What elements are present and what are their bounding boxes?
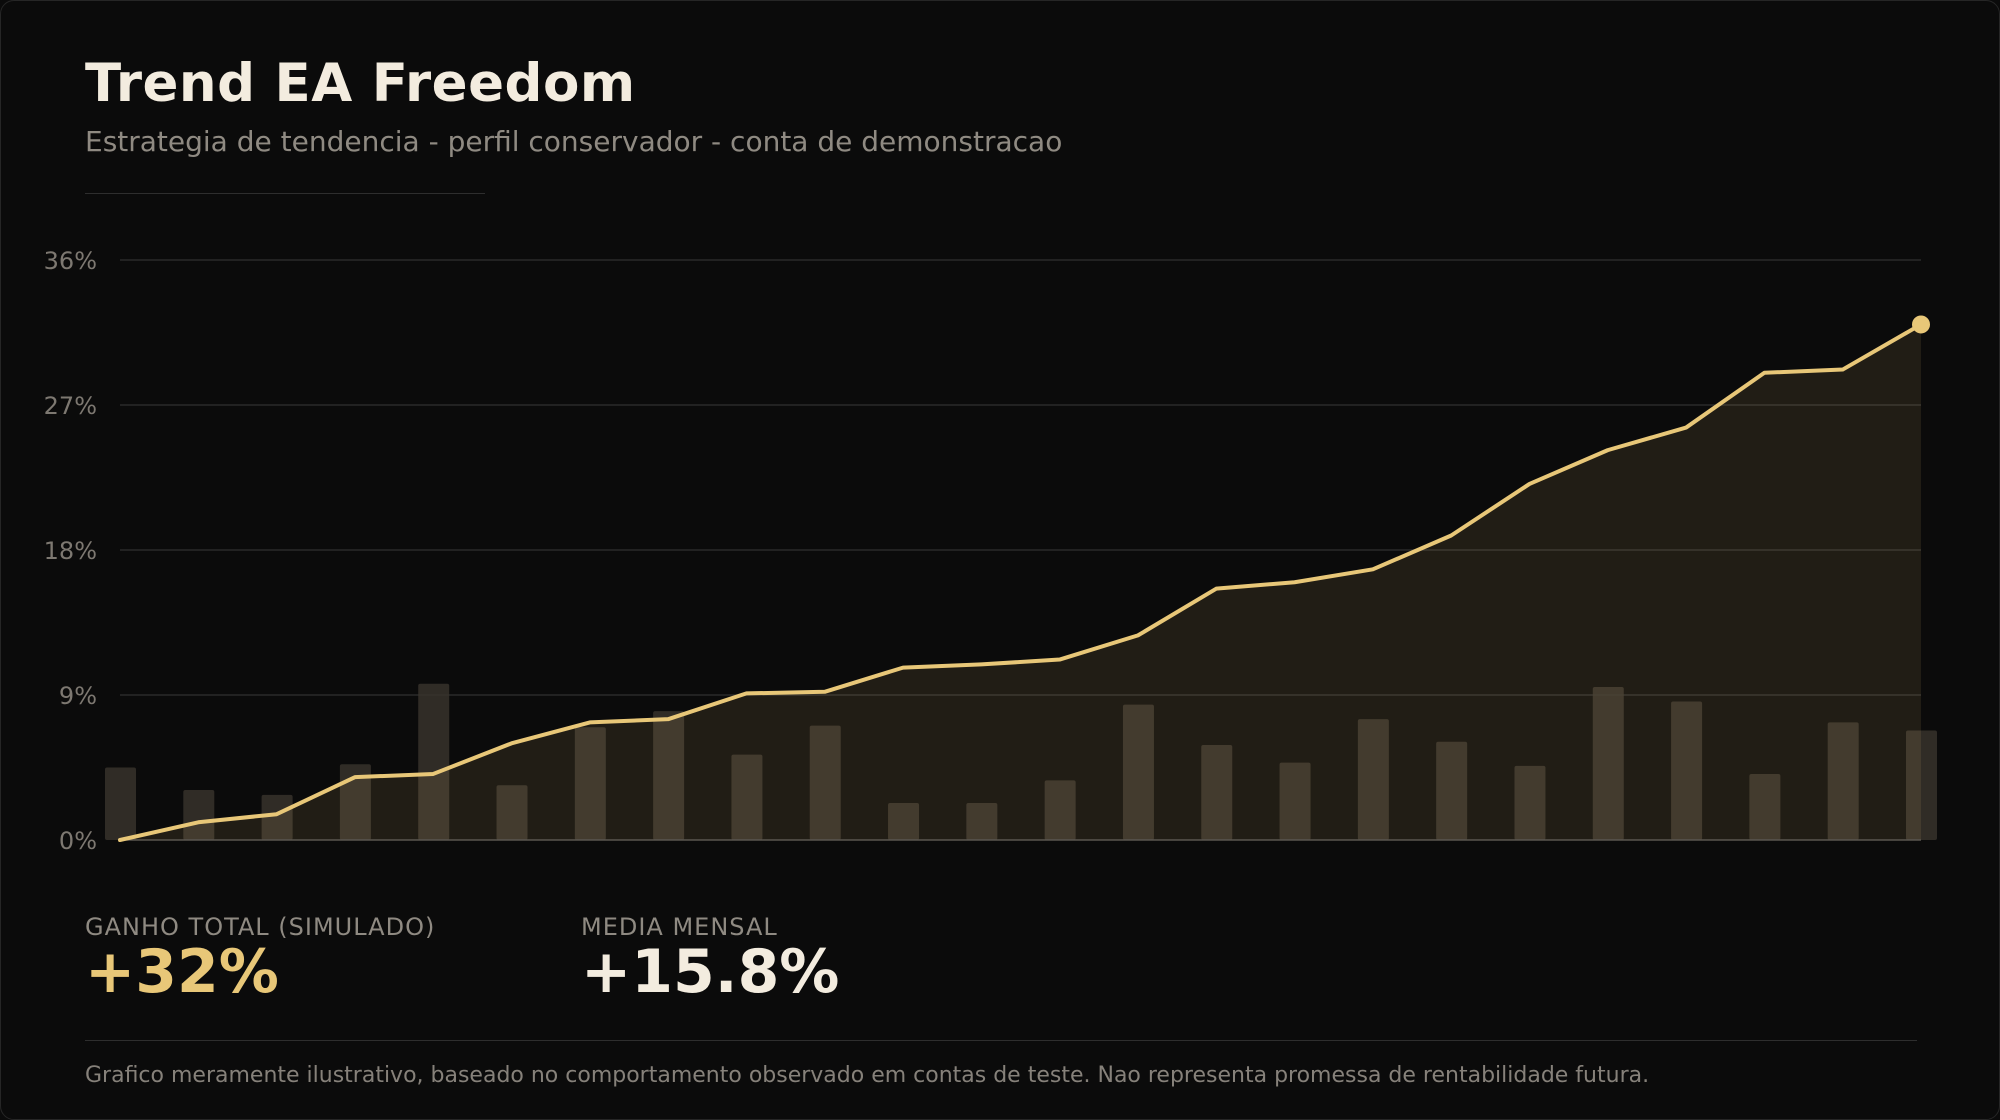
monthly-bar	[574, 727, 606, 840]
y-tick-label: 36%	[44, 247, 97, 275]
monthly-average-label: MEDIA MENSAL	[581, 913, 778, 941]
performance-chart: 0% 9% 18% 27% 36%	[44, 247, 1937, 855]
equity-area-fill	[120, 324, 1921, 840]
total-gain-value: +32%	[85, 937, 279, 1007]
monthly-bar	[888, 802, 920, 840]
y-tick-label: 18%	[44, 537, 97, 565]
y-axis-tick-labels: 0% 9% 18% 27% 36%	[44, 247, 97, 855]
monthly-bar	[418, 683, 450, 840]
monthly-bar	[1514, 765, 1546, 840]
monthly-bar	[1122, 704, 1154, 840]
monthly-bar	[1592, 686, 1624, 840]
monthly-bar	[496, 785, 528, 840]
monthly-bar	[1671, 701, 1703, 840]
monthly-bar	[1044, 780, 1076, 840]
monthly-bar	[966, 802, 998, 840]
monthly-bar	[339, 764, 371, 840]
y-tick-label: 9%	[59, 682, 97, 710]
monthly-bars	[105, 683, 1937, 840]
disclaimer-footnote: Grafico meramente ilustrativo, baseado n…	[85, 1063, 1650, 1088]
monthly-bar	[809, 725, 841, 840]
y-tick-label: 27%	[44, 392, 97, 420]
equity-end-point	[1912, 315, 1930, 334]
monthly-bar	[1201, 744, 1233, 840]
monthly-bar	[653, 711, 685, 840]
equity-line	[118, 322, 1923, 842]
footer-divider	[85, 1040, 1917, 1041]
monthly-bar	[1279, 762, 1311, 840]
monthly-bar	[1749, 773, 1781, 840]
monthly-bar	[183, 790, 215, 840]
y-tick-label: 0%	[59, 827, 97, 855]
monthly-average-value: +15.8%	[581, 937, 840, 1007]
monthly-bar	[1436, 741, 1468, 840]
monthly-bar	[1827, 722, 1859, 840]
page-title: Trend EA Freedom	[85, 53, 636, 114]
monthly-bar	[1906, 730, 1937, 840]
total-gain-label: GANHO TOTAL (SIMULADO)	[85, 913, 436, 941]
monthly-bar	[1357, 719, 1389, 840]
page-subtitle: Estrategia de tendencia - perfil conserv…	[85, 125, 1063, 158]
monthly-bar	[731, 754, 763, 840]
monthly-bar	[261, 794, 293, 840]
monthly-bar	[105, 767, 136, 840]
title-divider	[85, 193, 485, 194]
